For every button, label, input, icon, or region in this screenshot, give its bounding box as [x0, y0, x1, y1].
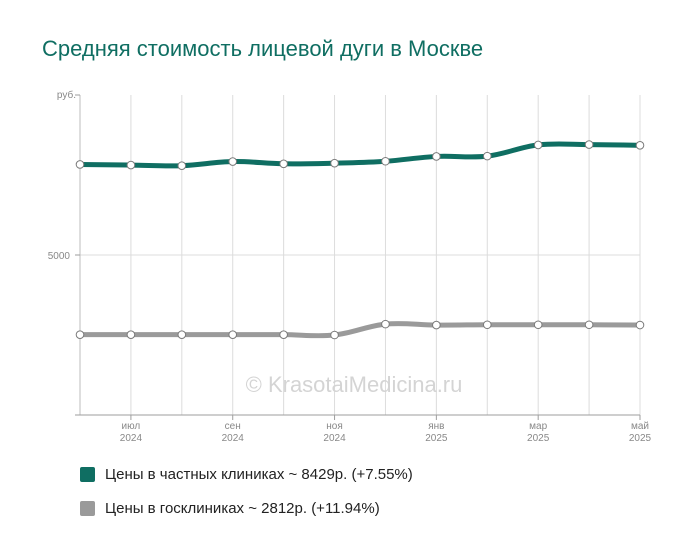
series-1-point-7	[432, 320, 441, 330]
x-tick-label-month-0: июл	[122, 421, 141, 432]
series-1-point-2	[177, 330, 187, 339]
series-1-point-6	[381, 319, 390, 329]
legend-label-public: Цены в госклиниках ~ 2812р. (+11.94%)	[105, 500, 380, 517]
series-0-point-10	[584, 140, 594, 149]
series-0-point-9	[533, 140, 543, 150]
series-0-point-4	[279, 159, 288, 169]
series-0-point-8	[482, 151, 492, 161]
series-0-point-0	[75, 160, 85, 169]
series-line-0	[77, 141, 643, 169]
axes: руб.5000июл2024сен2024ноя2024янв2025мар2…	[48, 89, 652, 444]
series-1-point-1	[126, 330, 136, 339]
series-0-point-2	[177, 161, 187, 171]
series-1-point-10	[584, 320, 594, 330]
series-1-point-5	[330, 330, 339, 340]
series-lines	[75, 140, 645, 340]
line-chart: руб.5000июл2024сен2024ноя2024янв2025мар2…	[48, 89, 652, 444]
series-1-point-11	[635, 320, 645, 330]
legend-item-public[interactable]: Цены в госклиниках ~ 2812р. (+11.94%)	[80, 500, 380, 517]
x-tick-label-year-5: 2025	[629, 433, 652, 444]
x-tick-label-month-3: янв	[428, 421, 444, 432]
chart-title: Средняя стоимость лицевой дуги в Москве	[42, 36, 484, 61]
series-line-1	[77, 321, 643, 339]
x-tick-label-year-1: 2024	[222, 433, 245, 444]
series-0-point-5	[330, 158, 339, 168]
series-1-point-3	[228, 330, 238, 339]
series-1-point-0	[75, 330, 85, 339]
legend-label-private: Цены в частных клиниках ~ 8429р. (+7.55%…	[105, 466, 413, 483]
watermark: © KrasotaiMedicina.ru	[246, 372, 463, 397]
x-tick-label-year-0: 2024	[120, 433, 143, 444]
series-0-point-3	[228, 157, 238, 166]
series-0-point-7	[432, 152, 441, 161]
x-tick-label-month-2: ноя	[326, 421, 343, 432]
legend-swatch-private	[80, 467, 95, 482]
x-tick-label-month-5: май	[631, 421, 649, 432]
series-0-point-1	[126, 160, 136, 170]
x-tick-label-year-4: 2025	[527, 433, 550, 444]
series-0-point-11	[635, 140, 645, 150]
x-tick-label-month-1: сен	[225, 421, 241, 432]
legend-item-private[interactable]: Цены в частных клиниках ~ 8429р. (+7.55%…	[80, 466, 413, 483]
series-1-point-4	[279, 330, 288, 339]
y-tick-label-0: 5000	[48, 251, 71, 262]
y-axis-unit-label: руб.	[57, 89, 76, 101]
x-tick-label-month-4: мар	[529, 421, 547, 432]
x-tick-label-year-2: 2024	[323, 433, 346, 444]
series-1-point-9	[533, 320, 543, 330]
series-0-point-6	[381, 156, 390, 166]
series-1-point-8	[482, 320, 492, 330]
legend-swatch-public	[80, 501, 95, 516]
x-tick-label-year-3: 2025	[425, 433, 448, 444]
